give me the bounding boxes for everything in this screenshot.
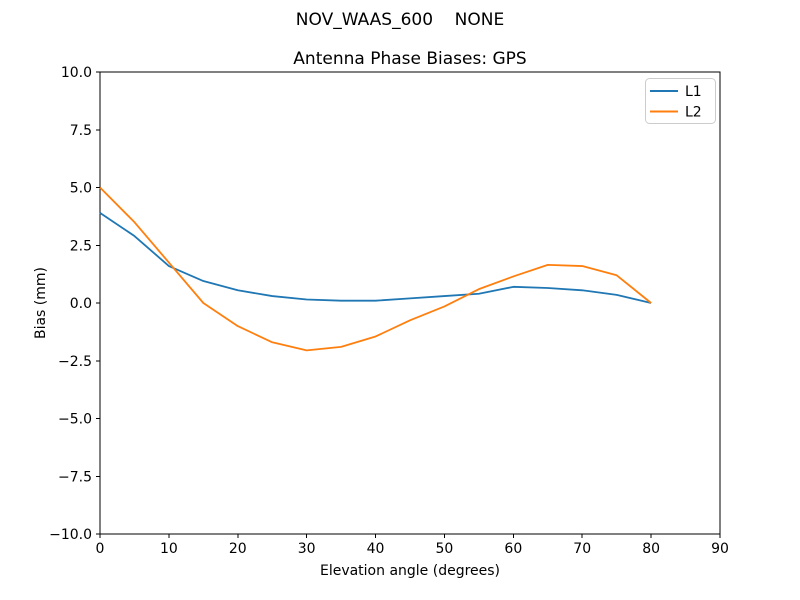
y-tick-label: 5.0	[70, 181, 92, 197]
x-tick-label: 70	[573, 541, 591, 557]
y-tick-label: −5.0	[58, 412, 92, 428]
figure-suptitle: NOV_WAAS_600 NONE	[296, 10, 504, 30]
x-tick-label: 10	[160, 541, 178, 557]
axes-title: Antenna Phase Biases: GPS	[293, 49, 526, 69]
x-axis-ticks: 0 10 20 30 40 50 60 70 80 90	[96, 534, 729, 557]
x-tick-label: 0	[96, 541, 105, 557]
y-tick-label: 2.5	[70, 238, 92, 254]
y-axis-ticks: −10.0 −7.5 −5.0 −2.5 0.0 2.5 5.0 7.5 10.0	[49, 65, 100, 543]
legend-label-l1: L1	[685, 84, 702, 100]
x-tick-label: 40	[367, 541, 385, 557]
legend-label-l2: L2	[685, 105, 702, 121]
y-axis-label: Bias (mm)	[33, 267, 49, 339]
series-line-l1	[99, 212, 652, 304]
x-tick-label: 80	[642, 541, 660, 557]
legend-frame	[645, 78, 716, 124]
y-tick-label: 10.0	[61, 65, 92, 81]
y-tick-label: −7.5	[58, 469, 92, 485]
y-tick-label: 0.0	[70, 296, 92, 312]
x-tick-label: 90	[711, 541, 729, 557]
x-tick-label: 50	[436, 541, 454, 557]
series-lines	[99, 186, 652, 352]
y-tick-label: −2.5	[58, 354, 92, 370]
x-axis-label: Elevation angle (degrees)	[320, 563, 500, 579]
x-tick-label: 60	[504, 541, 522, 557]
x-tick-label: 20	[229, 541, 247, 557]
y-tick-label: 7.5	[70, 123, 92, 139]
series-line-l2	[99, 186, 652, 352]
y-tick-label: −10.0	[49, 527, 92, 543]
axes-frame	[99, 71, 721, 535]
x-tick-label: 30	[298, 541, 316, 557]
